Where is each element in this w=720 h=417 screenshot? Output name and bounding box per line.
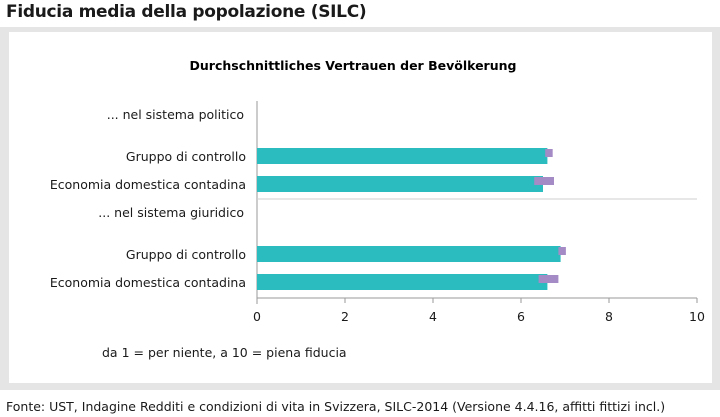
bar — [257, 148, 548, 164]
group-label: ... nel sistema politico — [107, 107, 244, 122]
confidence-interval — [538, 275, 559, 283]
chart-note: da 1 = per niente, a 10 = piena fiducia — [102, 345, 347, 360]
bar — [257, 274, 548, 290]
category-label: Economia domestica contadina — [50, 177, 246, 192]
x-tick-label: 0 — [253, 309, 261, 324]
confidence-interval — [534, 177, 554, 185]
bar — [257, 246, 561, 262]
category-label: Gruppo di controllo — [126, 149, 246, 164]
x-tick-label: 2 — [341, 309, 349, 324]
bar — [257, 176, 543, 192]
category-label: Economia domestica contadina — [50, 275, 246, 290]
chart-card — [9, 32, 712, 383]
x-tick-label: 6 — [517, 309, 525, 324]
page-title: Fiducia media della popolazione (SILC) — [6, 2, 367, 22]
source-footer: Fonte: UST, Indagine Redditi e condizion… — [6, 399, 666, 414]
chart-title: Durchschnittliches Vertrauen der Bevölke… — [190, 58, 517, 73]
x-tick-label: 10 — [689, 309, 705, 324]
x-tick-label: 8 — [605, 309, 613, 324]
x-tick-label: 4 — [429, 309, 437, 324]
confidence-interval — [558, 247, 566, 255]
confidence-interval — [545, 149, 553, 157]
category-label: Gruppo di controllo — [126, 247, 246, 262]
group-label: ... nel sistema giuridico — [98, 205, 244, 220]
